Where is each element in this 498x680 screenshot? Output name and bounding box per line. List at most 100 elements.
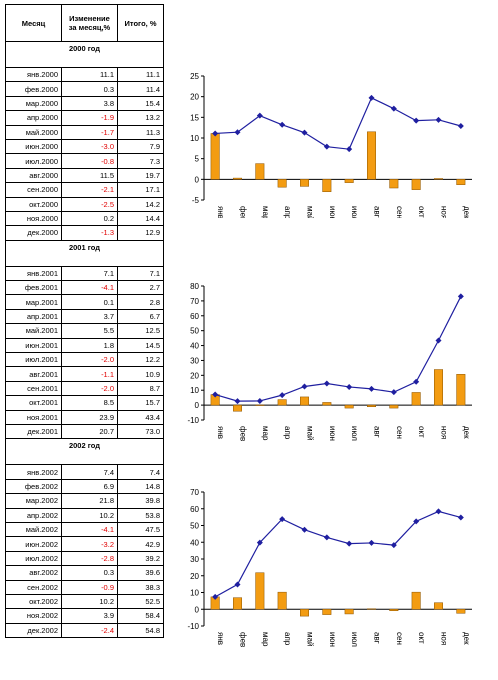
total-cell: 14.5 xyxy=(117,337,164,354)
bar xyxy=(255,163,265,180)
change-cell: -4.1 xyxy=(61,521,118,538)
bar xyxy=(411,591,421,610)
line-point xyxy=(368,385,375,392)
y-tick-label: 10 xyxy=(190,589,199,598)
bar xyxy=(367,131,376,180)
bar xyxy=(344,609,354,615)
month-cell: авг.2001 xyxy=(5,366,62,382)
month-cell: ноя.2000 xyxy=(5,210,62,227)
total-cell: 17.1 xyxy=(117,182,164,198)
total-cell: 47.5 xyxy=(117,521,164,538)
category-label: июн xyxy=(328,426,337,441)
change-cell: 6.9 xyxy=(61,478,118,495)
month-cell: июл.2001 xyxy=(5,352,62,368)
bar xyxy=(233,404,242,412)
y-tick-label: 80 xyxy=(190,282,199,291)
table-row: май.2001 5.5 12.5 xyxy=(5,323,164,339)
bar xyxy=(344,179,354,183)
total-cell: 11.1 xyxy=(117,66,164,83)
category-label: окт xyxy=(417,206,426,218)
table-row: май.2000 -1.7 11.3 xyxy=(5,124,164,140)
change-cell: -1.3 xyxy=(61,225,118,241)
category-label: фев xyxy=(239,206,248,218)
total-cell: 11.3 xyxy=(117,124,164,140)
month-cell: окт.2000 xyxy=(5,196,62,212)
bar xyxy=(367,608,376,610)
y-tick-label: 30 xyxy=(190,356,199,365)
line-point xyxy=(435,508,442,515)
table-row: май.2002 -4.1 47.5 xyxy=(5,521,164,538)
month-cell: апр.2000 xyxy=(5,110,62,126)
month-cell: июн.2000 xyxy=(5,138,62,155)
line-point xyxy=(212,391,219,398)
bar xyxy=(456,179,466,185)
line-point xyxy=(212,593,219,600)
category-label: янв xyxy=(216,426,225,439)
category-label: июл xyxy=(350,632,359,647)
total-cell: 14.8 xyxy=(117,478,164,495)
month-cell: авг.2000 xyxy=(5,167,62,184)
y-tick-label: 20 xyxy=(190,572,199,581)
table-row: фев.2000 0.3 11.4 xyxy=(5,81,164,97)
change-cell: -4.1 xyxy=(61,280,118,296)
bar xyxy=(300,609,309,617)
category-label: ноя xyxy=(440,206,449,218)
header-month: Месяц xyxy=(5,4,62,42)
total-cell: 39.2 xyxy=(117,550,164,567)
month-cell: сен.2000 xyxy=(5,182,62,198)
line-point xyxy=(435,116,442,123)
total-cell: 52.5 xyxy=(117,593,164,610)
line-point xyxy=(301,129,308,136)
change-cell: 0.3 xyxy=(61,565,118,581)
change-cell: 3.8 xyxy=(61,95,118,112)
bar xyxy=(322,179,332,192)
change-cell: 20.7 xyxy=(61,423,118,440)
y-tick-label: 40 xyxy=(190,342,199,351)
series-line xyxy=(214,296,462,402)
table-row: ноя.2002 3.9 58.4 xyxy=(5,608,164,624)
change-cell: 0.2 xyxy=(61,210,118,227)
month-cell: апр.2002 xyxy=(5,507,62,523)
month-cell: сен.2001 xyxy=(5,380,62,397)
change-cell: 11.1 xyxy=(61,66,118,83)
table-row: ноя.2001 23.9 43.4 xyxy=(5,409,164,425)
month-cell: июл.2000 xyxy=(5,153,62,169)
change-cell: 10.2 xyxy=(61,593,118,610)
category-label: май xyxy=(306,632,315,646)
month-cell: фев.2002 xyxy=(5,478,62,495)
y-tick-label: 20 xyxy=(190,93,199,102)
line-point xyxy=(323,380,330,387)
month-cell: окт.2002 xyxy=(5,593,62,610)
table-row: фев.2001 -4.1 2.7 xyxy=(5,280,164,296)
line-point xyxy=(346,383,353,390)
month-cell: май.2001 xyxy=(5,323,62,339)
total-cell: 14.2 xyxy=(117,196,164,212)
category-label: июл xyxy=(350,206,359,218)
total-cell: 58.4 xyxy=(117,608,164,624)
change-cell: -2.1 xyxy=(61,182,118,198)
table-row: окт.2001 8.5 15.7 xyxy=(5,395,164,411)
line-point xyxy=(346,146,353,153)
line-point xyxy=(256,112,263,119)
category-label: мар xyxy=(261,426,270,441)
total-cell: 42.9 xyxy=(117,536,164,552)
y-tick-label: 25 xyxy=(190,72,199,81)
category-label: ноя xyxy=(440,632,449,645)
table-row: сен.2000 -2.1 17.1 xyxy=(5,182,164,198)
bar xyxy=(277,591,287,610)
table-row: авг.2001 -1.1 10.9 xyxy=(5,366,164,382)
line-point xyxy=(256,539,263,546)
category-label: янв xyxy=(216,632,225,645)
change-cell: 7.4 xyxy=(61,464,118,480)
line-point xyxy=(390,105,397,112)
category-label: июн xyxy=(328,632,337,647)
total-cell: 15.4 xyxy=(117,95,164,112)
line-point xyxy=(234,581,241,588)
series-line xyxy=(214,510,461,598)
table-row: апр.2000 -1.9 13.2 xyxy=(5,110,164,126)
bar xyxy=(322,402,332,406)
line-point xyxy=(368,539,375,546)
line-point xyxy=(435,337,442,344)
line-point xyxy=(212,130,219,137)
total-cell: 7.9 xyxy=(117,138,164,155)
